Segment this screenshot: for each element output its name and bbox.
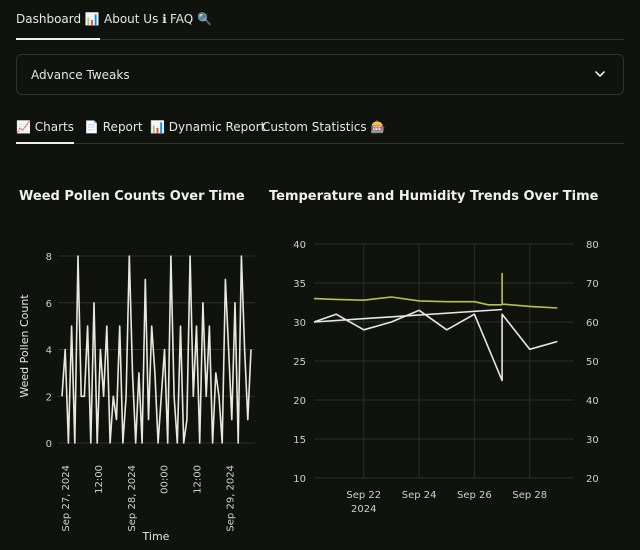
pollen-y-tick: 0 — [46, 439, 52, 450]
climate-chart: 10 15 20 25 30 35 40 20 30 40 50 60 70 80 Sep 22 Sep … — [293, 240, 599, 515]
climate-y-left-tick: 40 — [293, 240, 306, 251]
climate-y-right-tick: 80 — [586, 240, 599, 251]
climate-y-left-tick: 30 — [293, 318, 306, 329]
climate-y-right-tick: 60 — [586, 318, 599, 329]
climate-y-right-tick: 20 — [586, 474, 599, 485]
temperature-trend-line — [313, 308, 503, 323]
temperature-series-line — [313, 272, 558, 309]
pollen-x-tick: Sep 27, 2024 — [61, 465, 72, 532]
pollen-x-tick: Sep 28, 2024 — [127, 465, 138, 532]
tab-report[interactable]: 📄 Report — [84, 120, 143, 134]
pollen-y-axis-label: Weed Pollen Count — [18, 294, 31, 398]
expander-label: Advance Tweaks — [31, 68, 130, 82]
advance-tweaks-expander[interactable]: Advance Tweaks — [16, 54, 624, 95]
climate-x-tick: Sep 28 — [512, 490, 547, 501]
climate-y-right-tick: 50 — [586, 357, 599, 368]
climate-chart-title: Temperature and Humidity Trends Over Tim… — [269, 189, 599, 204]
climate-x-tick: Sep 22 — [346, 490, 381, 501]
tab-dashboard[interactable]: Dashboard 📊 — [16, 12, 100, 40]
pollen-x-tick: Sep 29, 2024 — [225, 465, 236, 532]
pollen-y-tick: 6 — [46, 299, 52, 310]
climate-y-right-tick: 30 — [586, 435, 599, 446]
climate-y-left-tick: 35 — [293, 279, 306, 290]
pollen-chart-title: Weed Pollen Counts Over Time — [19, 189, 245, 204]
climate-y-left-tick: 15 — [293, 435, 306, 446]
pollen-x-axis-label: Time — [142, 530, 170, 543]
climate-x-year-label: 2024 — [351, 504, 376, 515]
climate-x-tick: Sep 26 — [457, 490, 492, 501]
humidity-series-line — [313, 309, 558, 382]
climate-y-right-tick: 70 — [586, 279, 599, 290]
pollen-y-tick: 4 — [46, 346, 52, 357]
tab-custom-statistics[interactable]: Custom Statistics 🎰 — [262, 120, 386, 134]
chevron-down-icon[interactable] — [593, 67, 607, 81]
tab-dynamic-report[interactable]: 📊 Dynamic Report — [150, 120, 266, 134]
climate-y-left-tick: 25 — [293, 357, 306, 368]
pollen-chart: 0 2 4 6 8 Sep 27, 2024 12:00 Sep 28, 2024 00:00… — [18, 252, 255, 543]
chart-tabs: 📈 Charts 📄 Report 📊 Dynamic Report Custo… — [16, 108, 624, 144]
pollen-x-tick: 12:00 — [94, 465, 105, 494]
pollen-y-tick: 8 — [46, 252, 52, 263]
climate-y-right-tick: 40 — [586, 396, 599, 407]
climate-y-left-tick: 10 — [293, 474, 306, 485]
climate-y-left-tick: 20 — [293, 396, 306, 407]
pollen-x-tick: 12:00 — [193, 465, 204, 494]
top-tabs: Dashboard 📊 About Us ℹ FAQ 🔍 — [16, 0, 624, 40]
tab-faq[interactable]: FAQ 🔍 — [170, 12, 212, 26]
pollen-x-tick: 00:00 — [160, 465, 171, 494]
tab-charts[interactable]: 📈 Charts — [16, 120, 74, 144]
pollen-y-tick: 2 — [46, 392, 52, 403]
climate-x-tick: Sep 24 — [402, 490, 437, 501]
tab-about-us[interactable]: About Us ℹ — [104, 12, 167, 26]
pollen-series-line — [61, 255, 252, 444]
